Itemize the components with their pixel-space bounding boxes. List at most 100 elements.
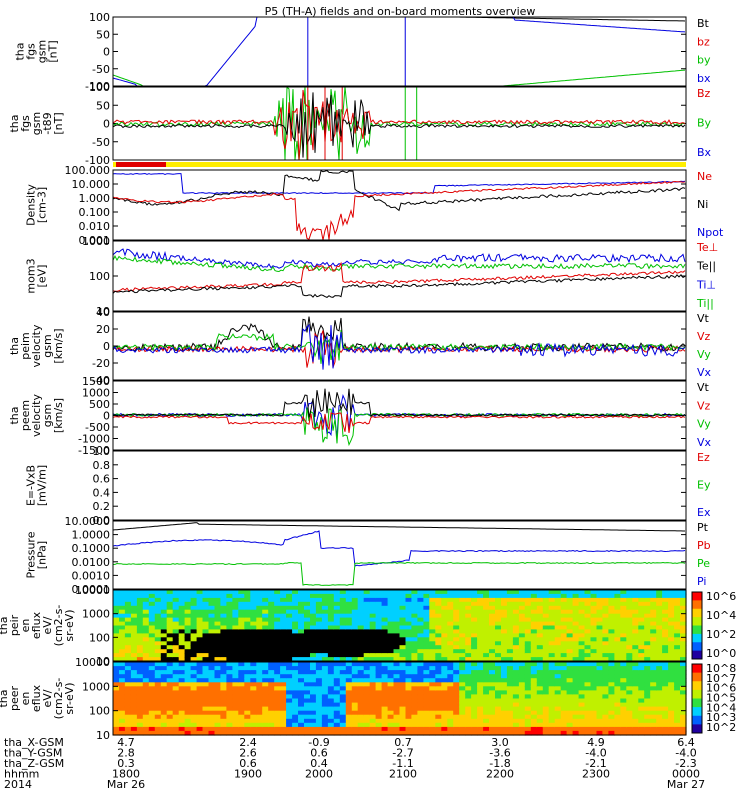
spectrogram-cell (512, 625, 520, 630)
spectrogram-cell (441, 629, 448, 634)
spectrogram-cell (250, 609, 257, 615)
spectrogram-cell (321, 593, 329, 599)
spectrogram-cell (417, 694, 424, 700)
spectrogram-cell (530, 621, 538, 627)
spectrogram-cell (363, 674, 371, 679)
spectrogram-cell (190, 613, 198, 619)
spectrogram-cell (417, 714, 424, 720)
spectrogram-cell (423, 617, 430, 623)
spectrogram-cell (208, 662, 216, 667)
spectrogram-cell (136, 633, 144, 638)
spectrogram-cell (441, 722, 448, 728)
legend-entry: Ti|| (696, 297, 714, 310)
spectrogram-cell (220, 633, 227, 638)
spectrogram-cell (650, 605, 657, 611)
spectrogram-cell (166, 726, 174, 732)
spectrogram-cell (471, 613, 478, 619)
legend-entry: bx (697, 72, 711, 85)
spectrogram-cell (351, 690, 359, 696)
spectrogram-cell (465, 670, 472, 675)
spectrogram-cell (238, 714, 245, 720)
spectrogram-cell (315, 605, 323, 611)
spectrogram-cell (357, 649, 365, 654)
spectrogram-cell (226, 605, 233, 611)
spectrogram-cell (178, 621, 186, 627)
spectrogram-cell (626, 702, 633, 708)
spectrogram-cell (339, 662, 347, 667)
x-tick-label: 2300 (582, 768, 610, 781)
spectrogram-cell (435, 617, 442, 623)
spectrogram-cell (650, 726, 657, 732)
spectrogram-cell (202, 597, 210, 603)
spectrogram-cell (381, 625, 389, 630)
spectrogram-cell (393, 726, 401, 732)
spectrogram-cell (256, 617, 263, 623)
spectrogram-cell (644, 686, 651, 691)
spectrogram-cell (202, 633, 210, 638)
spectrogram-cell (339, 601, 347, 607)
spectrogram-cell (411, 686, 418, 691)
spectrogram-cell (166, 714, 174, 720)
spectrogram-cell (172, 710, 180, 716)
spectrogram-cell (304, 662, 311, 667)
spectrogram-cell (351, 722, 359, 728)
spectrogram-cell (399, 726, 407, 732)
spectrogram-cell (333, 657, 341, 662)
spectrogram-cell (554, 645, 562, 650)
y-axis-label: peer (8, 686, 21, 712)
spectrogram-cell (214, 597, 222, 603)
spectrogram-cell (393, 694, 401, 700)
spectrogram-cell (495, 698, 502, 704)
x-tick-label: 2.6 (239, 747, 257, 760)
spectrogram-cell (345, 686, 353, 691)
spectrogram-cell (310, 597, 317, 603)
spectrogram-cell (280, 617, 287, 623)
spectrogram-cell (501, 617, 508, 623)
spectrogram-cell (650, 641, 657, 646)
spectrogram-cell (339, 710, 347, 716)
spectrogram-cell (304, 706, 311, 712)
colorbar-label: 10^5 (706, 692, 736, 705)
spectrogram-cell (142, 690, 150, 696)
spectrogram-cell (381, 601, 389, 607)
spectrogram-cell (680, 726, 687, 732)
spectrogram-cell (614, 726, 621, 732)
spectrogram-cell (536, 621, 544, 627)
spectrogram-cell (626, 605, 633, 611)
spectrogram-cell (495, 682, 502, 687)
spectrogram-cell (160, 698, 168, 704)
spectrogram-cell (626, 714, 633, 720)
spectrogram-cell (584, 653, 592, 658)
spectrogram-cell (536, 649, 544, 654)
y-axis-label: [nPa] (36, 541, 49, 569)
spectrogram-cell (160, 649, 168, 654)
spectrogram-cell (292, 678, 299, 683)
spectrogram-cell (596, 590, 604, 595)
spectrogram-cell (387, 601, 395, 607)
spectrogram-cell (250, 674, 257, 679)
spectrogram-cell (542, 605, 550, 611)
spectrogram-cell (572, 657, 580, 662)
spectrogram-cell (399, 590, 407, 595)
spectrogram-cell (560, 590, 568, 595)
spectrogram-cell (423, 662, 430, 667)
spectrogram-cell (399, 730, 407, 736)
spectrogram-cell (256, 730, 263, 736)
spectrogram-cell (256, 718, 263, 724)
spectrogram-cell (578, 629, 586, 634)
spectrogram-cell (124, 698, 132, 704)
spectrogram-cell (262, 653, 269, 658)
spectrogram-cell (178, 605, 186, 611)
spectrogram-cell (560, 714, 568, 720)
spectrogram-cell (453, 653, 460, 658)
spectrogram-cell (298, 710, 305, 716)
spectrogram-cell (363, 690, 371, 696)
spectrogram-cell (596, 629, 604, 634)
spectrogram-cell (268, 714, 275, 720)
spectrogram-cell (608, 722, 615, 728)
spectrogram-cell (447, 629, 454, 634)
spectrogram-cell (423, 722, 430, 728)
spectrogram-cell (387, 641, 395, 646)
spectrogram-cell (578, 702, 586, 708)
spectrogram-cell (662, 686, 669, 691)
